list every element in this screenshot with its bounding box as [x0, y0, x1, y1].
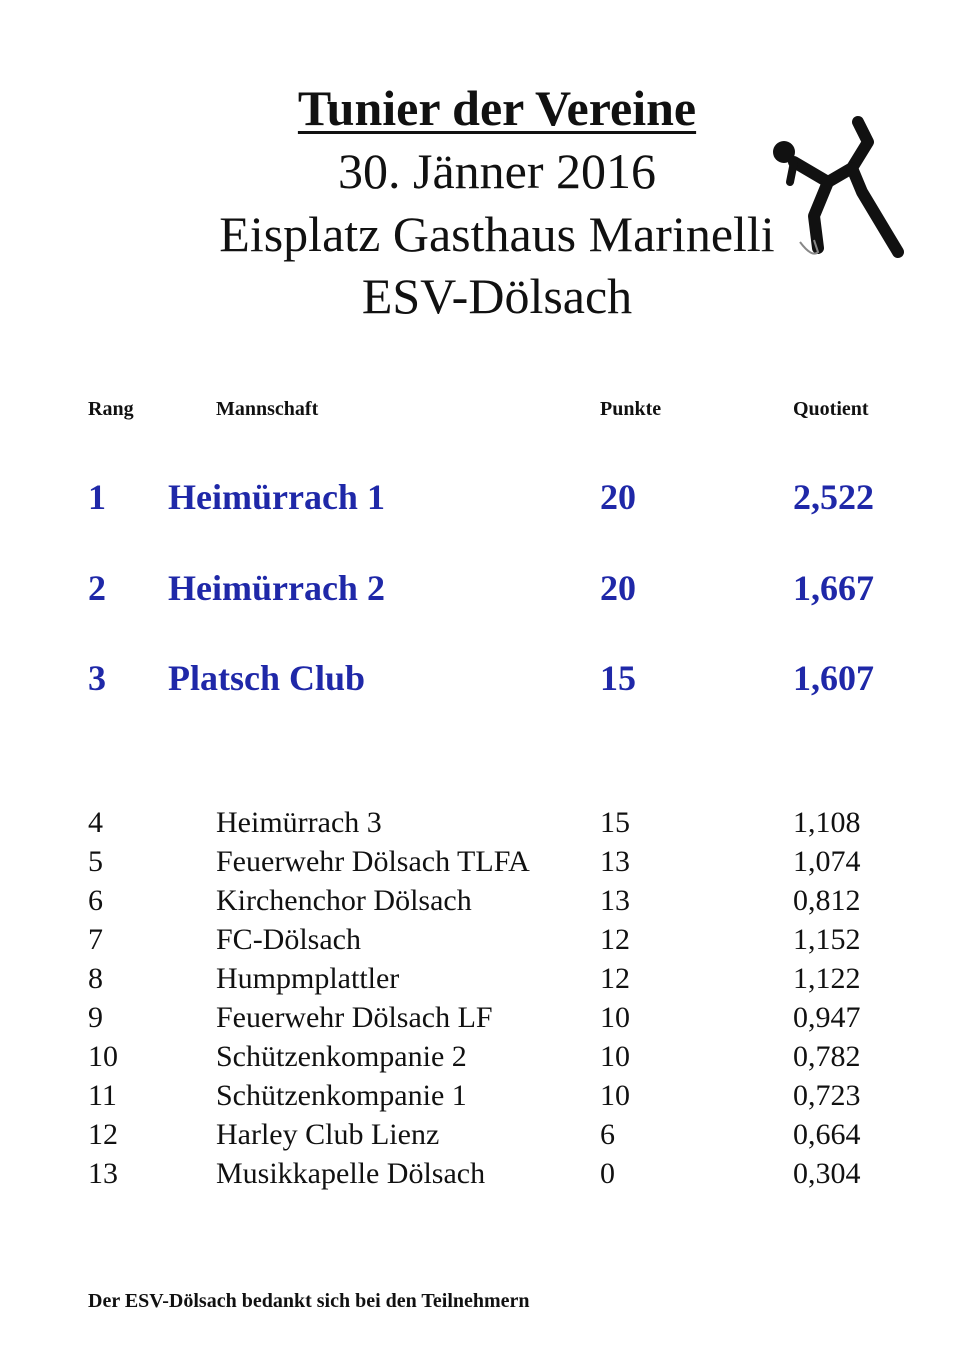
points-cell: 10: [600, 1079, 630, 1112]
team-cell: Musikkapelle Dölsach: [216, 1157, 486, 1190]
table-row: 6 Kirchenchor Dölsach 13 0,812: [0, 881, 960, 920]
points-cell: 15: [600, 806, 630, 839]
table-row: 7 FC-Dölsach 12 1,152: [0, 920, 960, 959]
column-header-quotient: Quotient: [793, 398, 869, 420]
points-cell: 20: [600, 568, 636, 608]
rank-cell: 11: [88, 1079, 117, 1112]
ice-stock-player-icon: [773, 116, 904, 258]
table-row: 13 Musikkapelle Dölsach 0 0,304: [0, 1154, 960, 1193]
rank-cell: 9: [88, 1001, 103, 1034]
points-cell: 10: [600, 1001, 630, 1034]
table-row: 9 Feuerwehr Dölsach LF 10 0,947: [0, 998, 960, 1037]
team-cell: Feuerwehr Dölsach LF: [216, 1001, 493, 1034]
team-cell: Feuerwehr Dölsach TLFA: [216, 845, 530, 878]
podium-row: 2 Heimürrach 2 20 1,667: [0, 563, 960, 613]
rank-cell: 5: [88, 845, 103, 878]
podium-row: 1 Heimürrach 1 20 2,522: [0, 472, 960, 522]
quotient-cell: 0,723: [793, 1079, 861, 1112]
rank-cell: 2: [88, 568, 106, 608]
rank-cell: 3: [88, 658, 106, 698]
table-row: 5 Feuerwehr Dölsach TLFA 13 1,074: [0, 842, 960, 881]
table-row: 12 Harley Club Lienz 6 0,664: [0, 1115, 960, 1154]
rank-cell: 10: [88, 1040, 118, 1073]
quotient-cell: 1,607: [793, 658, 874, 698]
thank-you-note: Der ESV-Dölsach bedankt sich bei den Tei…: [88, 1290, 530, 1312]
rank-cell: 13: [88, 1157, 118, 1190]
points-cell: 20: [600, 477, 636, 517]
team-cell: Schützenkompanie 1: [216, 1079, 467, 1112]
team-cell: FC-Dölsach: [216, 923, 361, 956]
points-cell: 12: [600, 923, 630, 956]
team-cell: Platsch Club: [168, 658, 366, 698]
table-row: 10 Schützenkompanie 2 10 0,782: [0, 1037, 960, 1076]
quotient-cell: 2,522: [793, 477, 874, 517]
quotient-cell: 1,667: [793, 568, 874, 608]
quotient-cell: 0,947: [793, 1001, 861, 1034]
points-cell: 12: [600, 962, 630, 995]
rank-cell: 4: [88, 806, 103, 839]
table-row: 11 Schützenkompanie 1 10 0,723: [0, 1076, 960, 1115]
quotient-cell: 1,152: [793, 923, 861, 956]
rank-cell: 6: [88, 884, 103, 917]
event-venue: Eisplatz Gasthaus Marinelli: [219, 206, 775, 262]
quotient-cell: 0,812: [793, 884, 861, 917]
rank-cell: 1: [88, 477, 106, 517]
column-header-rang: Rang: [88, 398, 134, 420]
page-title: Tunier der Vereine: [297, 80, 697, 136]
quotient-cell: 0,782: [793, 1040, 861, 1073]
quotient-cell: 1,122: [793, 962, 861, 995]
podium-row: 3 Platsch Club 15 1,607: [0, 653, 960, 703]
team-cell: Kirchenchor Dölsach: [216, 884, 472, 917]
team-cell: Heimürrach 1: [168, 477, 385, 517]
column-header-mannschaft: Mannschaft: [216, 398, 319, 420]
quotient-cell: 0,664: [793, 1118, 861, 1151]
column-header-punkte: Punkte: [600, 398, 662, 420]
points-cell: 13: [600, 845, 630, 878]
table-row: 8 Humpmplattler 12 1,122: [0, 959, 960, 998]
team-cell: Humpmplattler: [216, 962, 400, 995]
quotient-cell: 1,074: [793, 845, 861, 878]
team-cell: Harley Club Lienz: [216, 1118, 440, 1151]
table-row: 4 Heimürrach 3 15 1,108: [0, 803, 960, 842]
points-cell: 0: [600, 1157, 615, 1190]
points-cell: 6: [600, 1118, 615, 1151]
points-cell: 13: [600, 884, 630, 917]
rank-cell: 8: [88, 962, 103, 995]
event-date: 30. Jänner 2016: [338, 143, 656, 199]
organizer-club: ESV-Dölsach: [361, 268, 633, 324]
quotient-cell: 0,304: [793, 1157, 861, 1190]
points-cell: 10: [600, 1040, 630, 1073]
team-cell: Schützenkompanie 2: [216, 1040, 467, 1073]
team-cell: Heimürrach 2: [168, 568, 385, 608]
rank-cell: 12: [88, 1118, 118, 1151]
team-cell: Heimürrach 3: [216, 806, 382, 839]
quotient-cell: 1,108: [793, 806, 861, 839]
rank-cell: 7: [88, 923, 103, 956]
points-cell: 15: [600, 658, 636, 698]
